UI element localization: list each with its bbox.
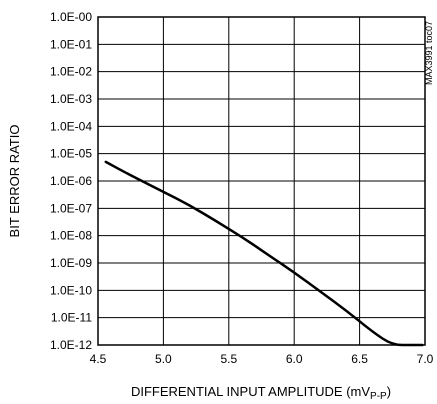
y-tick-label: 1.0E-05 xyxy=(50,147,92,161)
x-tick-label: 5.0 xyxy=(155,352,172,366)
x-axis-title-main: DIFFERENTIAL INPUT AMPLITUDE (mV xyxy=(131,384,370,399)
y-tick-label: 1.0E-04 xyxy=(50,119,92,133)
x-axis-title-end: ) xyxy=(387,384,391,399)
y-tick-label: 1.0E-11 xyxy=(51,311,92,325)
grid-lines xyxy=(98,17,425,345)
y-axis-title: BIT ERROR RATIO xyxy=(7,125,22,238)
chart-id-note: MAX3991 toc07 xyxy=(424,21,434,85)
x-tick-label: 5.5 xyxy=(220,352,237,366)
x-tick-label: 7.0 xyxy=(417,352,434,366)
y-tick-labels: 1.0E-00 1.0E-01 1.0E-02 1.0E-03 1.0E-04 1.0E-… xyxy=(50,10,92,352)
y-tick-label: 1.0E-01 xyxy=(50,37,92,51)
x-tick-label: 4.5 xyxy=(90,352,107,366)
y-tick-label: 1.0E-03 xyxy=(50,92,92,106)
y-tick-label: 1.0E-00 xyxy=(50,10,92,24)
x-tick-labels: 4.5 5.0 5.5 6.0 6.5 7.0 xyxy=(90,352,434,366)
y-tick-label: 1.0E-02 xyxy=(50,65,92,79)
x-tick-label: 6.0 xyxy=(286,352,303,366)
y-tick-label: 1.0E-10 xyxy=(50,283,92,297)
y-tick-label: 1.0E-06 xyxy=(50,174,92,188)
plot-frame xyxy=(97,16,426,346)
y-tick-label: 1.0E-09 xyxy=(50,256,92,270)
x-tick-label: 6.5 xyxy=(351,352,368,366)
x-axis-title-sub: P-P xyxy=(370,391,387,402)
x-axis-title: DIFFERENTIAL INPUT AMPLITUDE (mVP-P) xyxy=(131,384,391,402)
y-tick-label: 1.0E-12 xyxy=(50,338,92,352)
y-tick-label: 1.0E-07 xyxy=(50,201,92,215)
y-tick-label: 1.0E-08 xyxy=(50,229,92,243)
